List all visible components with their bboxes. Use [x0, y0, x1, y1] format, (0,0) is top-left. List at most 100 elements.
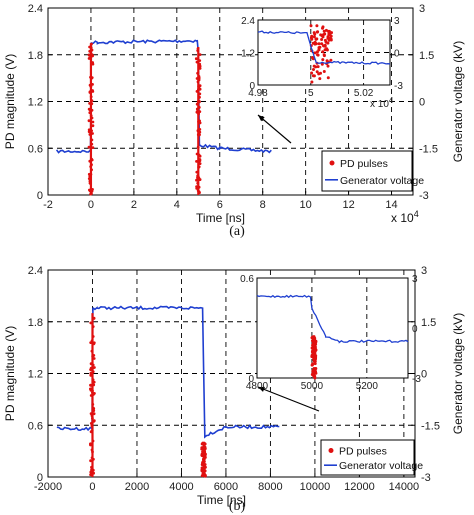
pd-pulse-point: [198, 53, 202, 56]
inset-pd-point: [310, 71, 314, 75]
pd-pulse-point: [91, 439, 95, 443]
y-tick-label: 1.2: [28, 369, 43, 381]
pd-pulse-point: [200, 453, 204, 457]
inset-pd-point: [321, 25, 325, 29]
inset-y2-tick-label: 0: [394, 49, 400, 60]
inset-pd-point: [311, 74, 315, 78]
pd-pulse-point: [198, 154, 202, 158]
pd-pulse-point: [91, 468, 95, 472]
y-tick-label: 0.6: [28, 143, 43, 155]
inset-pd-point: [313, 51, 317, 55]
pd-pulse-point: [196, 49, 200, 52]
pd-pulse-point: [91, 381, 95, 384]
pd-pulse-point: [92, 341, 96, 345]
pd-pulse-point: [198, 191, 201, 195]
pd-pulse-point: [91, 90, 95, 93]
inset-pd-point: [310, 346, 314, 350]
inset-pd-point: [310, 37, 314, 41]
inset-pd-point: [310, 80, 314, 84]
pd-pulse-point: [198, 67, 202, 70]
pd-pulse-point: [87, 130, 91, 134]
inset-pd-point: [312, 68, 315, 71]
inset-pd-point: [320, 42, 324, 46]
y2-tick-label: 0: [421, 369, 427, 381]
x-tick-label: 4: [174, 199, 180, 211]
inset-y-tick-label: 2.4: [241, 16, 255, 27]
inset-pd-point: [322, 53, 326, 57]
chart-panel-b: -2000 0 2000 4000 6000 8000 10000 12000 1400000.…: [3, 265, 465, 514]
inset-y2-tick-label: 3: [394, 16, 400, 27]
pd-pulse-point: [197, 85, 201, 88]
pd-pulse-point: [195, 178, 198, 182]
pd-pulse-point: [89, 394, 93, 397]
pd-pulse-point: [91, 124, 95, 128]
pd-pulse-point: [201, 461, 205, 464]
pd-pulse-point: [89, 374, 93, 377]
inset-pd-point: [312, 35, 316, 39]
pd-pulse-point: [88, 179, 92, 183]
pd-pulse-point: [90, 142, 94, 146]
pd-pulse-point: [89, 95, 93, 99]
x-tick-label: 2000: [125, 481, 149, 493]
pd-pulse-point: [196, 145, 200, 149]
inset-pd-point: [327, 30, 331, 34]
pd-pulse-point: [88, 102, 91, 105]
series-generator-voltage: [56, 305, 280, 439]
inset-pd-point: [313, 362, 317, 366]
pd-pulse-point: [87, 145, 91, 149]
inset-y-tick-label: 0: [248, 374, 254, 385]
inset-pd-point: [320, 38, 324, 41]
pd-pulse-point: [92, 317, 96, 320]
inset-y2-tick-label: 0: [412, 324, 418, 335]
inset-pd-point: [323, 32, 327, 36]
zoom-arrow: [257, 114, 292, 144]
pd-pulse-point: [90, 425, 94, 428]
inset-pd-point: [313, 340, 317, 344]
inset-x-tick-label: 5000: [301, 381, 324, 392]
pd-pulse-point: [195, 102, 199, 106]
y2-tick-label: 1.5: [421, 317, 436, 329]
pd-pulse-point: [197, 160, 201, 164]
pd-pulse-point: [91, 61, 94, 64]
x-tick-label: 12000: [344, 481, 375, 493]
inset-pd-point: [329, 58, 333, 62]
inset-pd-point: [323, 38, 327, 42]
pd-pulse-point: [91, 416, 94, 420]
pd-pulse-point: [197, 76, 201, 80]
pd-pulse-point: [196, 174, 200, 178]
pd-pulse-point: [195, 160, 198, 163]
inset-pd-point: [326, 64, 330, 68]
legend: PD pulses Generator voltage: [320, 439, 423, 476]
pd-pulse-point: [90, 99, 94, 102]
pd-pulse-point: [203, 474, 207, 477]
inset-pd-point: [326, 76, 330, 80]
panel-caption: (b): [229, 499, 246, 514]
inset-x-tick-label: 4.98: [248, 88, 268, 99]
x-tick-label: 2: [131, 199, 137, 211]
pd-pulse-point: [197, 165, 201, 169]
inset-pd-point: [317, 48, 321, 52]
pd-pulse-point: [88, 111, 92, 115]
inset-pd-point: [311, 335, 315, 339]
pd-pulse-point: [90, 53, 94, 56]
inset-pd-point: [316, 50, 319, 54]
pd-pulse-point: [195, 60, 199, 64]
pd-pulse-point: [198, 95, 201, 99]
pd-pulse-point: [91, 354, 95, 358]
legend-pd-label: PD pulses: [340, 158, 388, 170]
pd-pulse-point: [196, 71, 200, 75]
inset-y-tick-label: 0: [249, 81, 255, 92]
inset-pd-point: [312, 367, 316, 370]
pd-pulse-point: [92, 412, 96, 416]
pd-pulse-point: [90, 414, 94, 418]
pd-pulse-point: [195, 187, 199, 190]
pd-pulse-point: [89, 442, 92, 446]
pd-pulse-point: [87, 57, 91, 60]
y-tick-label: 1.8: [28, 317, 43, 329]
pd-pulse-point: [91, 83, 94, 86]
inset-pd-point: [327, 32, 331, 36]
inset-pd-point: [311, 362, 315, 366]
legend-box: [320, 439, 415, 476]
pd-pulse-point: [88, 45, 91, 49]
zoom-arrow-head: [258, 115, 265, 122]
